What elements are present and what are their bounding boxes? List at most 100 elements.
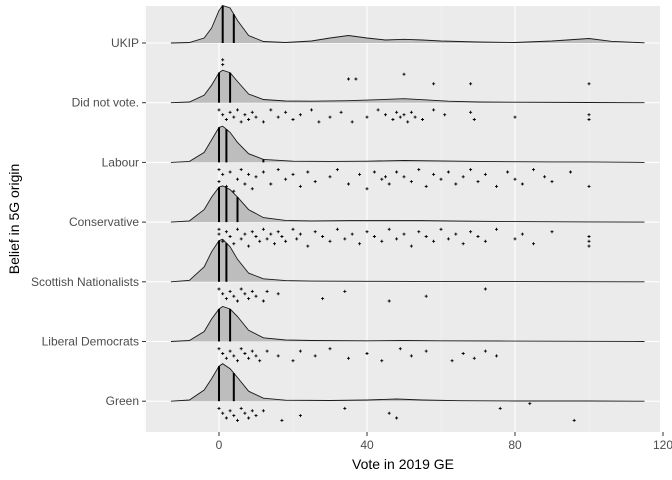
data-point: [224, 356, 228, 360]
data-point: [472, 356, 476, 360]
data-point: [387, 411, 391, 415]
data-point: [498, 406, 502, 410]
data-point: [439, 177, 443, 181]
y-tick-label: Conservative: [69, 215, 139, 229]
data-point: [317, 120, 321, 124]
data-point: [483, 349, 487, 353]
data-point: [232, 354, 236, 358]
data-point: [520, 182, 524, 186]
ridge-ukip: [170, 4, 645, 86]
data-point: [587, 113, 591, 117]
data-point: [217, 180, 221, 184]
data-point: [454, 232, 458, 236]
data-point: [217, 168, 221, 172]
y-axis-ticks: UKIP Did not vote. Labour Conservative Scott…: [31, 36, 146, 408]
data-point: [258, 239, 262, 243]
data-point: [513, 237, 517, 241]
data-point: [221, 113, 225, 117]
data-point: [350, 120, 354, 124]
data-point: [384, 175, 387, 179]
data-point: [217, 406, 221, 410]
y-tick-label: Labour: [102, 155, 139, 169]
x-tick-label: 80: [508, 438, 522, 452]
data-point: [239, 237, 243, 241]
data-point: [250, 349, 254, 353]
data-point: [217, 347, 221, 351]
data-point: [284, 110, 288, 114]
data-point: [313, 180, 317, 184]
y-tick-label: UKIP: [111, 36, 139, 50]
data-point: [569, 170, 572, 174]
data-point: [520, 232, 524, 236]
data-point: [365, 187, 369, 191]
data-point: [461, 175, 465, 179]
data-point: [236, 418, 239, 422]
data-point: [321, 235, 325, 238]
data-point: [236, 227, 239, 231]
data-point: [395, 170, 399, 174]
data-point: [398, 347, 402, 351]
data-point: [406, 120, 410, 124]
data-point: [402, 175, 406, 179]
data-point: [446, 170, 450, 174]
density-outline: [170, 306, 645, 342]
data-point: [232, 115, 236, 119]
data-point: [528, 402, 532, 406]
data-point: [409, 244, 413, 248]
data-point: [572, 418, 576, 422]
data-point: [221, 292, 225, 296]
data-point: [298, 232, 302, 236]
density-outline: [170, 125, 645, 163]
data-point: [513, 115, 517, 119]
x-axis-title: Vote in 2019 GE: [352, 456, 454, 472]
data-point: [298, 349, 302, 353]
x-tick-label: 120: [653, 438, 672, 452]
data-point: [365, 115, 369, 119]
ridge-liberal-democrats: [170, 306, 645, 363]
x-tick-label: 0: [216, 438, 223, 452]
data-point: [221, 239, 225, 243]
data-point: [236, 108, 239, 112]
data-point: [243, 113, 247, 117]
data-point: [391, 118, 395, 121]
data-point: [261, 299, 265, 303]
data-point: [224, 416, 228, 420]
data-point: [476, 180, 480, 184]
data-point: [221, 58, 225, 62]
data-point: [376, 108, 380, 112]
data-point: [365, 352, 369, 355]
data-point: [587, 82, 591, 86]
data-point: [254, 175, 258, 179]
data-point: [328, 347, 332, 351]
data-point: [276, 354, 280, 358]
data-point: [236, 299, 239, 303]
data-point: [273, 242, 276, 246]
data-point: [424, 184, 428, 188]
density-outline: [170, 4, 645, 44]
data-point: [224, 297, 228, 301]
data-point: [417, 168, 421, 172]
y-axis-title: Belief in 5G origin: [6, 164, 22, 275]
data-point: [306, 244, 310, 248]
data-point: [372, 170, 376, 174]
data-point: [276, 292, 280, 296]
data-point: [291, 118, 295, 121]
data-point: [250, 187, 254, 191]
data-point: [402, 232, 406, 236]
ridge-green: [170, 363, 645, 422]
data-point: [550, 180, 554, 184]
data-point: [532, 242, 535, 246]
data-point: [250, 409, 254, 413]
data-point: [347, 182, 350, 186]
data-point: [417, 230, 421, 234]
data-point: [343, 406, 347, 410]
data-point: [265, 237, 269, 241]
data-point: [280, 235, 284, 238]
data-point: [335, 168, 339, 172]
data-point: [261, 409, 265, 413]
data-point: [483, 239, 487, 243]
data-point: [258, 359, 262, 363]
data-point: [224, 230, 228, 234]
data-point: [395, 110, 399, 114]
data-point: [432, 108, 436, 112]
